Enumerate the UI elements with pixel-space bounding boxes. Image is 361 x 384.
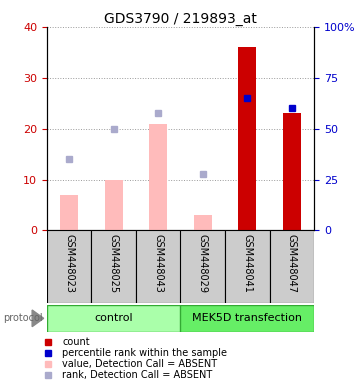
Text: GSM448025: GSM448025	[109, 234, 119, 293]
Text: GSM448043: GSM448043	[153, 234, 163, 293]
Bar	[180, 230, 225, 303]
Text: rank, Detection Call = ABSENT: rank, Detection Call = ABSENT	[62, 370, 213, 380]
Text: GSM448047: GSM448047	[287, 234, 297, 293]
Text: GSM448029: GSM448029	[198, 234, 208, 293]
Bar	[180, 305, 314, 332]
Bar	[283, 113, 301, 230]
Bar	[270, 230, 314, 303]
Bar	[47, 305, 180, 332]
Text: control: control	[95, 313, 133, 323]
Title: GDS3790 / 219893_at: GDS3790 / 219893_at	[104, 12, 257, 26]
Bar	[238, 47, 256, 230]
Bar	[136, 230, 180, 303]
Bar	[60, 195, 78, 230]
Polygon shape	[32, 310, 44, 327]
Text: MEK5D transfection: MEK5D transfection	[192, 313, 302, 323]
Text: GSM448023: GSM448023	[64, 234, 74, 293]
Bar	[47, 230, 91, 303]
Bar	[91, 230, 136, 303]
Text: GSM448041: GSM448041	[242, 234, 252, 293]
Text: value, Detection Call = ABSENT: value, Detection Call = ABSENT	[62, 359, 217, 369]
Bar	[105, 180, 123, 230]
Text: count: count	[62, 336, 90, 346]
Text: percentile rank within the sample: percentile rank within the sample	[62, 348, 227, 358]
Bar	[149, 124, 167, 230]
Bar	[194, 215, 212, 230]
Bar	[225, 230, 270, 303]
Text: protocol: protocol	[4, 313, 43, 323]
